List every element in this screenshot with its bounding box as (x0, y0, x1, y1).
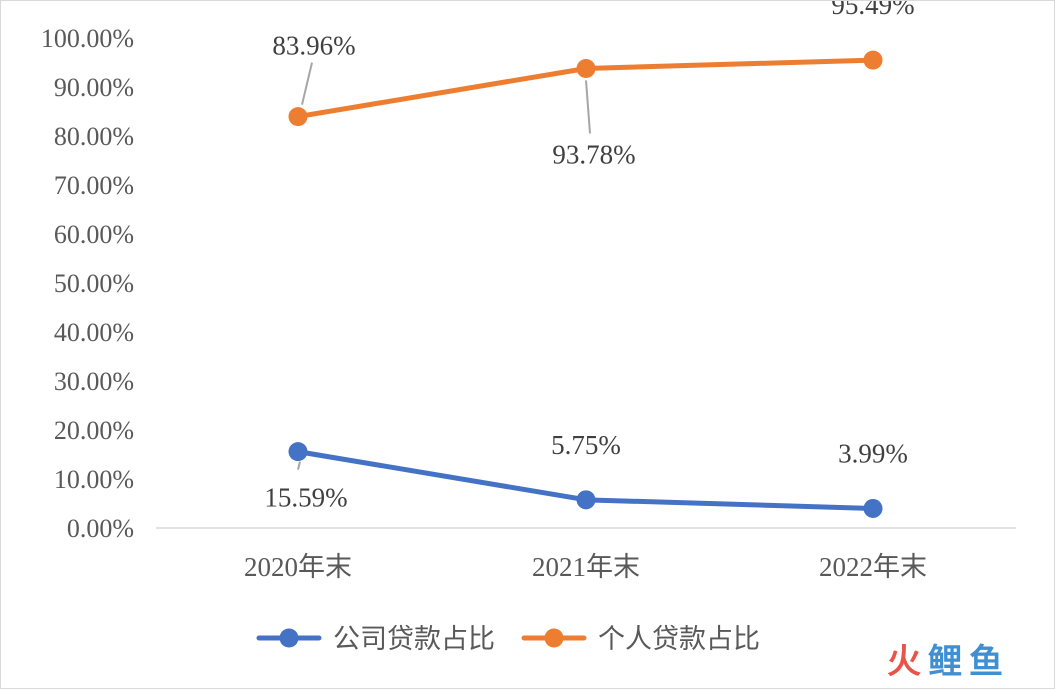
leader-lines-layer (297, 62, 591, 470)
y-tick-label: 90.00% (54, 73, 134, 102)
y-tick-label: 70.00% (54, 171, 134, 200)
data-point-marker (576, 58, 596, 78)
data-point-marker (863, 50, 883, 70)
data-point-marker (288, 442, 308, 462)
data-point-marker (288, 107, 308, 127)
data-label: 95.49% (831, 1, 914, 20)
legend-label: 个人贷款占比 (598, 624, 760, 655)
y-tick-label: 30.00% (54, 367, 134, 396)
y-tick-label: 100.00% (41, 24, 134, 53)
data-point-marker (576, 490, 596, 510)
data-label: 5.75% (551, 430, 621, 460)
legend-label: 公司贷款占比 (333, 624, 495, 655)
watermark-glyph: 鲤 (928, 642, 962, 682)
data-label: 15.59% (264, 483, 347, 513)
y-tick-label: 50.00% (54, 269, 134, 298)
data-label-leader-line (585, 80, 591, 134)
legend: 公司贷款占比 个人贷款占比 (256, 624, 760, 655)
data-labels-layer: 15.59% 5.75% 3.99% 83.96% 93.78% 95.49% (264, 1, 914, 513)
data-label: 3.99% (838, 438, 908, 468)
watermark-glyph: 火 (887, 642, 921, 682)
y-tick-label: 40.00% (54, 318, 134, 347)
data-label: 83.96% (272, 31, 355, 61)
x-tick-label: 2021年末 (532, 552, 640, 582)
axes-layer: 0.00% 10.00% 20.00% 30.00% 40.00% 50.00% 60.00… (41, 24, 1016, 582)
data-point-marker (863, 498, 883, 518)
legend-marker (544, 628, 564, 648)
x-tick-label: 2020年末 (244, 552, 352, 582)
data-label: 93.78% (552, 139, 635, 169)
watermark-glyph: 鱼 (969, 642, 1003, 682)
legend-marker (279, 628, 299, 648)
data-label-leader-line (297, 461, 301, 470)
y-tick-label: 20.00% (54, 416, 134, 445)
y-tick-label: 0.00% (67, 514, 134, 543)
y-tick-label: 80.00% (54, 122, 134, 151)
y-tick-label: 10.00% (54, 465, 134, 494)
y-tick-label: 60.00% (54, 220, 134, 249)
watermark-logo: 火鲤鱼 (887, 642, 1003, 682)
series-layer (288, 50, 883, 518)
x-tick-label: 2022年末 (819, 552, 927, 582)
data-label-leader-line (301, 62, 313, 105)
